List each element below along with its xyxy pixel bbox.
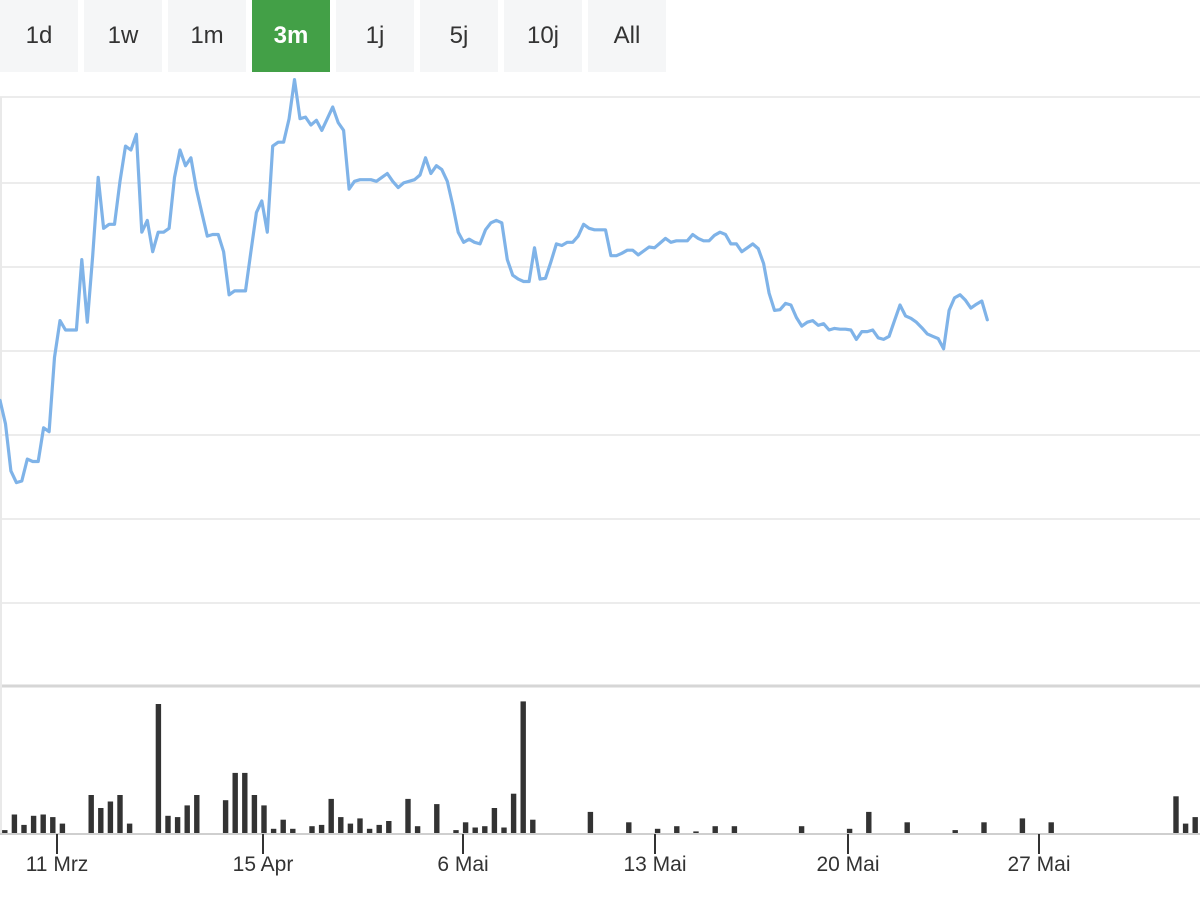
volume-bar	[222, 800, 229, 834]
range-button-10j[interactable]: 10j	[504, 0, 582, 72]
range-button-3m[interactable]: 3m	[252, 0, 330, 72]
volume-bar	[98, 808, 104, 834]
x-tick-label: 11 Mrz	[26, 853, 89, 876]
volume-bar	[952, 830, 958, 834]
volume-bar	[232, 772, 238, 834]
volume-bar	[11, 814, 18, 834]
volume-bar	[30, 815, 37, 834]
volume-bar	[1048, 822, 1054, 834]
volume-bar	[347, 823, 354, 834]
volume-bar	[1173, 796, 1179, 834]
volume-bar	[251, 795, 258, 834]
volume-bar	[270, 828, 277, 834]
volume-bar	[366, 828, 373, 834]
volume-bar	[309, 826, 315, 834]
volume-bar	[21, 824, 27, 834]
volume-bar	[846, 828, 853, 834]
volume-bar	[1192, 817, 1198, 834]
volume-bar	[1182, 823, 1189, 834]
volume-bar	[434, 804, 440, 834]
grid-lines	[0, 96, 1200, 834]
volume-bar	[1019, 818, 1026, 834]
x-tick-label: 13 Mai	[623, 853, 686, 876]
volume-bar	[117, 795, 123, 834]
x-tick-label: 27 Mai	[1007, 853, 1070, 876]
x-tick-label: 6 Mai	[437, 853, 488, 876]
volume-bar	[155, 704, 162, 834]
x-tick-label: 20 Mai	[816, 853, 879, 876]
volume-bar	[405, 798, 411, 834]
volume-bar	[731, 826, 738, 834]
volume-bar	[587, 811, 594, 834]
volume-bar	[482, 826, 488, 834]
volume-bar	[491, 808, 498, 834]
range-button-1d[interactable]: 1d	[0, 0, 78, 72]
volume-bar	[357, 818, 363, 834]
volume-bar	[165, 815, 171, 834]
x-axis: 11 Mrz 15 Apr 6 Mai 13 Mai 20 Mai 27 Mai	[0, 833, 1200, 876]
volume-bar	[510, 793, 517, 834]
volume-bar	[414, 826, 421, 834]
volume-bar	[693, 831, 699, 834]
volume-bar	[280, 819, 286, 834]
volume-bar	[174, 817, 181, 834]
range-selector: 1d 1w 1m 3m 1j 5j 10j All	[0, 0, 666, 72]
volume-bar	[501, 827, 507, 834]
range-button-1m[interactable]: 1m	[168, 0, 246, 72]
volume-bar	[328, 798, 334, 834]
range-button-all[interactable]: All	[588, 0, 666, 72]
volume-bar	[50, 817, 56, 834]
volume-bar	[107, 801, 114, 834]
volume-bar	[462, 822, 469, 834]
x-tick-label: 15 Apr	[233, 853, 294, 876]
price-series	[0, 77, 989, 485]
volume-bar	[318, 824, 325, 834]
range-button-1w[interactable]: 1w	[84, 0, 162, 72]
volume-bar	[59, 823, 66, 834]
volume-bar	[386, 821, 392, 834]
volume-bar	[194, 795, 200, 834]
volume-bar	[530, 819, 536, 834]
volume-bar	[798, 826, 805, 834]
volume-bar	[290, 828, 296, 834]
volume-bar	[40, 814, 46, 834]
volume-bar	[242, 772, 248, 834]
range-button-5j[interactable]: 5j	[420, 0, 498, 72]
volume-series	[2, 701, 1198, 834]
volume-bar	[376, 824, 382, 834]
volume-bar	[626, 822, 632, 834]
volume-bar	[2, 830, 8, 834]
range-button-1j[interactable]: 1j	[336, 0, 414, 72]
volume-bar	[520, 701, 526, 834]
volume-bar	[904, 822, 910, 834]
volume-bar	[126, 823, 133, 834]
volume-bar	[453, 830, 459, 834]
volume-bar	[184, 805, 190, 834]
volume-bar	[472, 827, 478, 834]
volume-bar	[338, 817, 344, 834]
volume-bar	[674, 826, 680, 834]
volume-bar	[88, 795, 94, 834]
volume-bar	[712, 826, 718, 834]
price-line	[0, 77, 989, 485]
volume-bar	[866, 811, 872, 834]
volume-bar	[261, 805, 267, 834]
volume-bar	[654, 828, 661, 834]
volume-bar	[981, 822, 987, 834]
